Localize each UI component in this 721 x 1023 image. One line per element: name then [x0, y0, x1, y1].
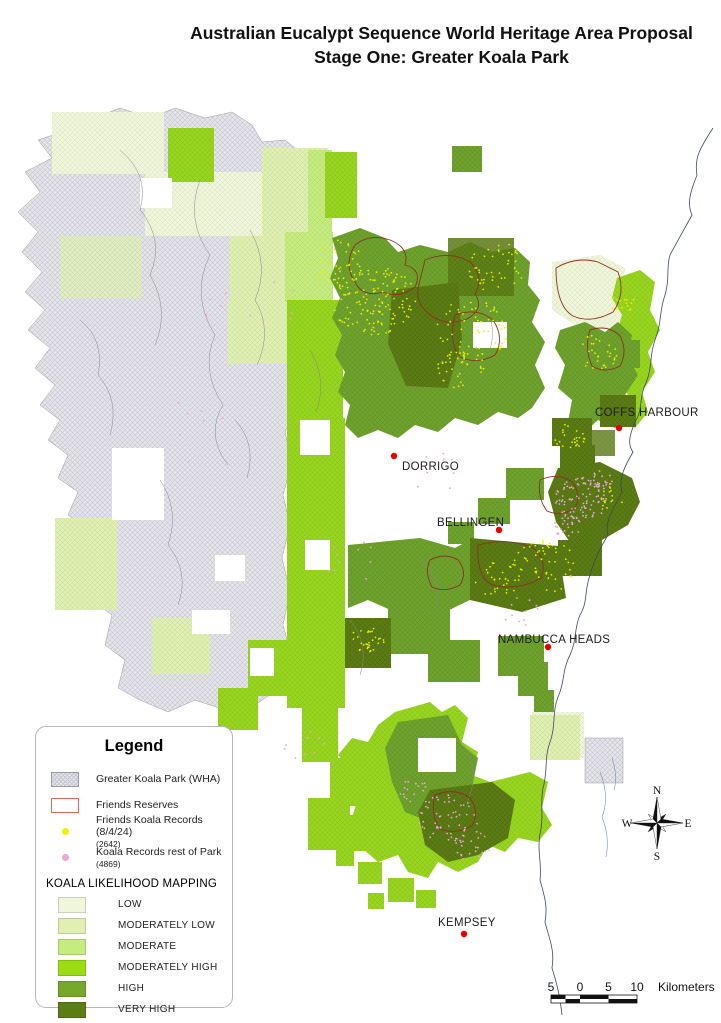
- likelihood-label: VERY HIGH: [118, 1004, 176, 1015]
- compass-rose: N E S W: [622, 785, 692, 863]
- city-label: KEMPSEY: [438, 917, 496, 929]
- likelihood-label: MODERATELY HIGH: [118, 962, 218, 973]
- title-line-2: Stage One: Greater Koala Park: [314, 46, 569, 67]
- legend-item-text: Koala Records rest of Park: [96, 845, 222, 858]
- city-markers: COFFS HARBOUR DORRIGO BELLINGEN NAMBUCCA HE…: [390, 407, 699, 938]
- likelihood-row-low: LOW: [36, 894, 232, 915]
- likelihood-swatch: [58, 896, 86, 913]
- legend-item-friends-reserves: Friends Reserves: [36, 792, 232, 818]
- scale-label-2: 5: [605, 980, 612, 994]
- pink-dot-icon: [61, 853, 69, 861]
- city-marker: NAMBUCCA HEADS: [498, 634, 610, 651]
- friends-records-swatch: [51, 827, 79, 835]
- yellow-dot-icon: [61, 827, 69, 835]
- scale-label-0: 5: [548, 980, 555, 994]
- likelihood-label: MODERATELY LOW: [118, 920, 215, 931]
- city-marker: BELLINGEN: [437, 517, 504, 534]
- scale-unit-label: Kilometers: [658, 980, 715, 994]
- scale-label-3: 10: [630, 980, 644, 994]
- city-label: COFFS HARBOUR: [595, 407, 699, 419]
- city-label: NAMBUCCA HEADS: [498, 634, 610, 646]
- city-marker: DORRIGO: [390, 452, 459, 473]
- legend-item-count: (4869): [96, 858, 121, 869]
- likelihood-label: MODERATE: [118, 941, 177, 952]
- likelihood-row-moderately-low: MODERATELY LOW: [36, 915, 232, 936]
- likelihood-cells: [52, 112, 660, 909]
- likelihood-swatch: [58, 917, 86, 934]
- city-marker: KEMPSEY: [438, 917, 496, 938]
- legend-item-wha: Greater Koala Park (WHA): [36, 766, 232, 792]
- likelihood-swatch: [58, 980, 86, 997]
- koala-records-rest-dots: [177, 281, 613, 860]
- coastline: [538, 127, 714, 1016]
- compass-east-label: E: [684, 818, 691, 830]
- friends-reserves-outlines: [348, 236, 625, 832]
- friends-reserves-swatch: [51, 797, 79, 813]
- legend-item-text: Friends Koala Records (8/4/24): [96, 813, 203, 838]
- city-label: BELLINGEN: [437, 517, 504, 529]
- wha-swatch: [51, 771, 79, 787]
- city-marker: COFFS HARBOUR: [595, 407, 699, 432]
- likelihood-section-title: KOALA LIKELIHOOD MAPPING: [46, 878, 217, 890]
- likelihood-swatch: [58, 959, 86, 976]
- compass-north-label: N: [653, 785, 662, 797]
- title-line-1: Australian Eucalypt Sequence World Herit…: [190, 23, 693, 43]
- scale-bar: 5 0 5 10 Kilometers: [548, 980, 715, 1004]
- legend-panel: Legend Greater Koala Park (WHA) Friends …: [35, 726, 233, 1018]
- likelihood-label: HIGH: [118, 983, 145, 994]
- likelihood-row-moderate: MODERATE: [36, 936, 232, 957]
- legend-title: Legend: [104, 737, 164, 755]
- likelihood-row-very-high: VERY HIGH: [36, 999, 232, 1020]
- legend-item-label: Friends Reserves: [96, 799, 179, 811]
- likelihood-swatch: [58, 1001, 86, 1018]
- legend-item-count: (2642): [96, 838, 121, 849]
- friends-koala-records-dots: [311, 239, 635, 653]
- legend-item-friends-records: Friends Koala Records (8/4/24) (2642): [36, 814, 232, 849]
- compass-south-label: S: [654, 851, 660, 863]
- legend-item-rest-records: Koala Records rest of Park (4869): [36, 844, 232, 870]
- likelihood-row-high: HIGH: [36, 978, 232, 999]
- city-label: DORRIGO: [402, 461, 459, 473]
- likelihood-label: LOW: [118, 899, 142, 910]
- legend-item-label: Friends Koala Records (8/4/24) (2642): [96, 814, 232, 849]
- rest-records-swatch: [51, 853, 79, 861]
- legend-item-label: Koala Records rest of Park (4869): [96, 846, 221, 869]
- likelihood-row-moderately-high: MODERATELY HIGH: [36, 957, 232, 978]
- boundary-lines: [79, 149, 493, 801]
- scale-label-1: 0: [577, 980, 584, 994]
- likelihood-swatch: [58, 938, 86, 955]
- page-title: Australian Eucalypt Sequence World Herit…: [170, 22, 713, 69]
- legend-item-label: Greater Koala Park (WHA): [96, 773, 221, 785]
- compass-west-label: W: [622, 818, 633, 830]
